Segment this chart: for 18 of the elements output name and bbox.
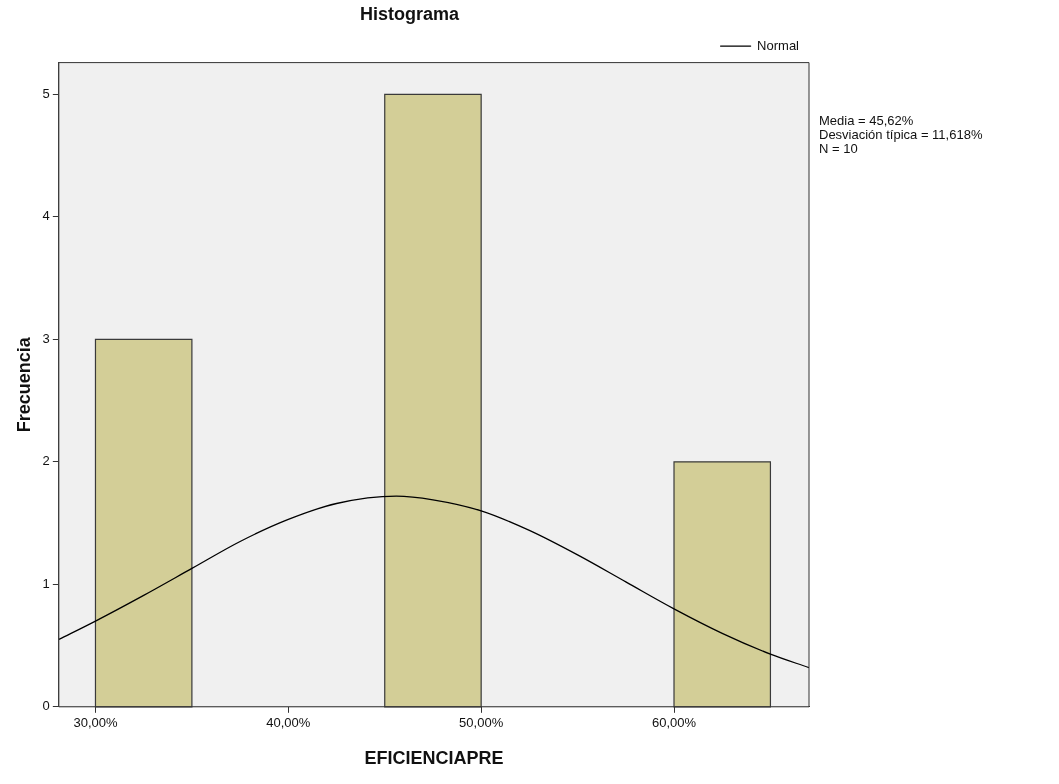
y-tick-label: 2 [42,453,50,469]
x-tick-label: 40,00% [266,715,311,731]
x-tick-label: 60,00% [651,715,697,731]
text: Media = 45,62% [819,112,914,128]
text: N = 10 [819,140,858,156]
y-tick-label: 1 [42,575,50,591]
y-tick-label: 4 [42,208,50,224]
text: Desviación típica = 11,618% [819,126,983,142]
y-tick-label: 3 [42,330,50,346]
line-series [58,495,809,669]
y-tick-label: 5 [42,86,50,102]
x-axis-title: EFICIENCIAPRE [364,748,504,769]
y-axis-title: Frecuencia [13,336,34,433]
legend-label: Normal [757,37,800,53]
x-tick-label: 30,00% [73,715,118,731]
y-tick-label: 0 [42,698,50,714]
chart-title: Histograma [359,3,460,24]
x-tick-label: 50,00% [459,715,504,731]
